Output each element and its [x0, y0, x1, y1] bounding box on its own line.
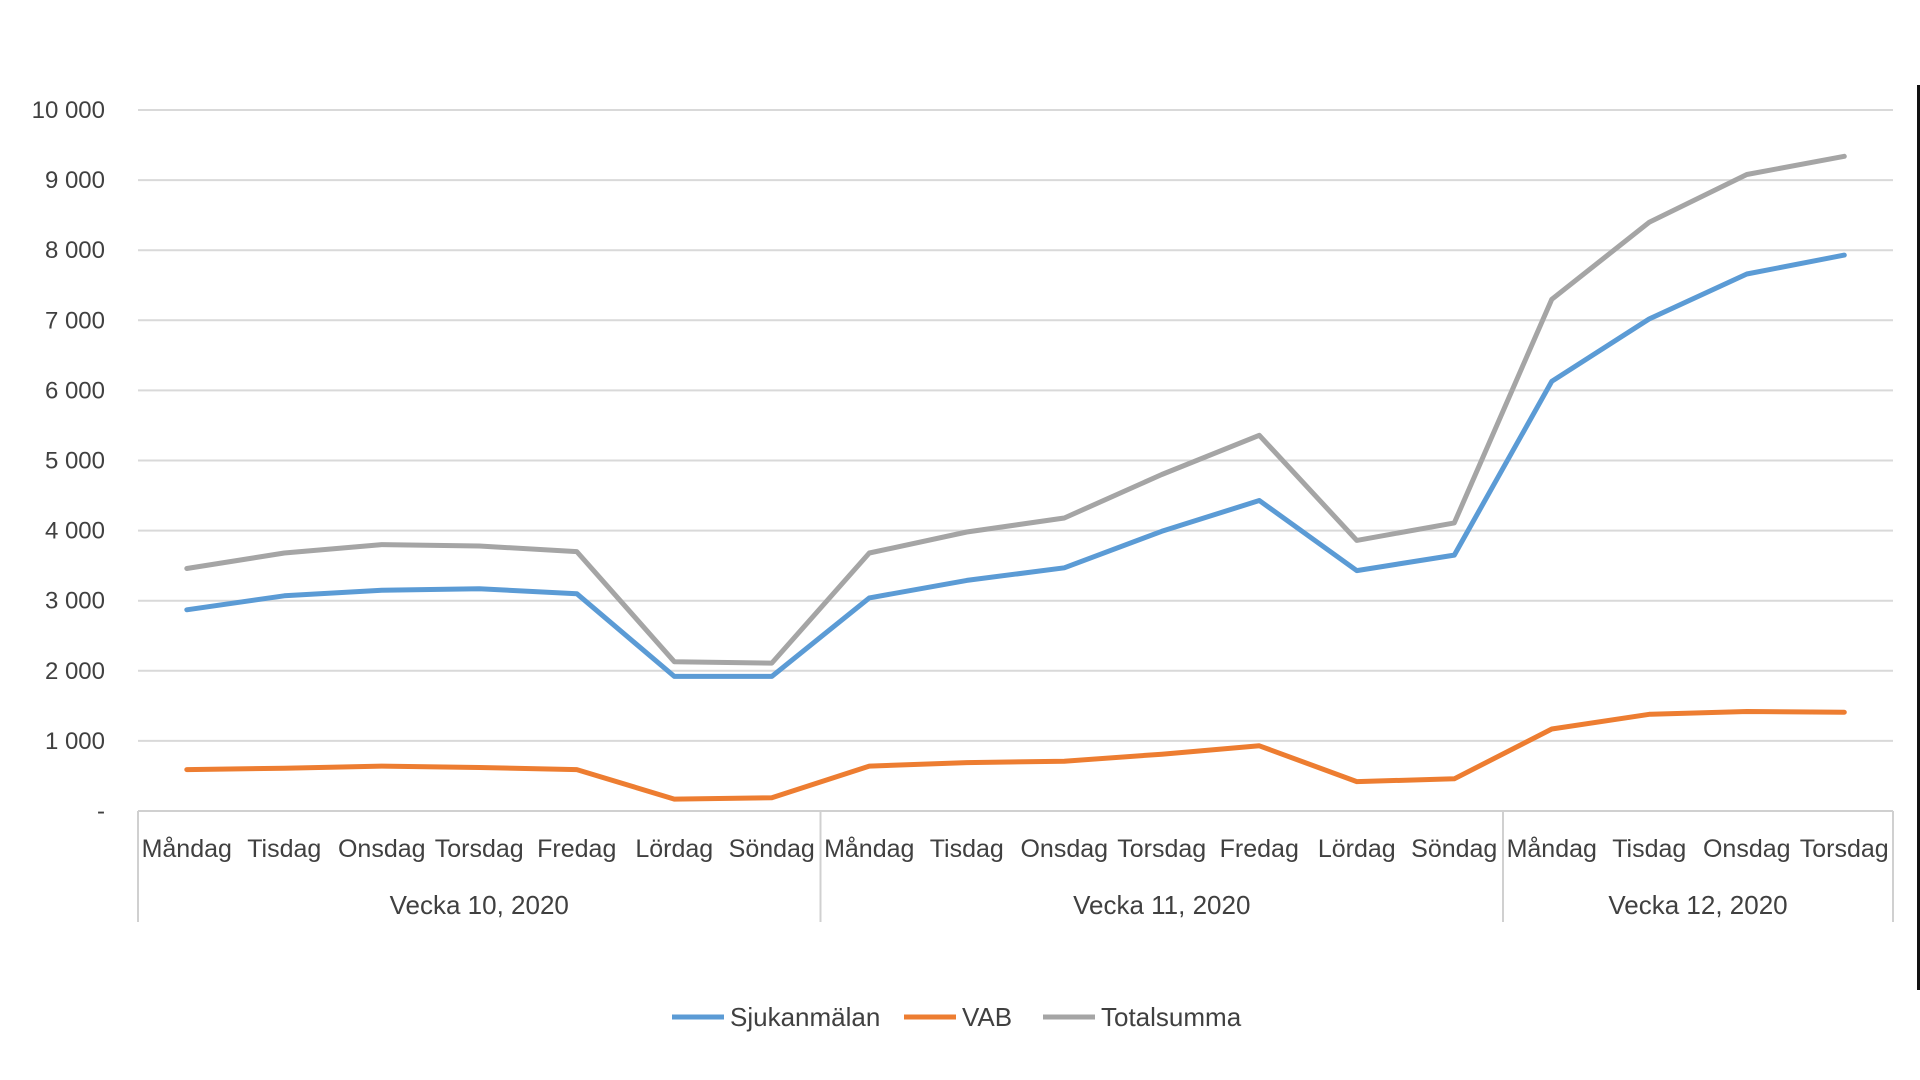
series-lines — [184, 153, 1847, 802]
x-tick-label: Tisdag — [930, 835, 1004, 863]
x-tick-label: Onsdag — [1020, 835, 1108, 863]
x-tick-label: Söndag — [1411, 835, 1497, 863]
y-tick-label: 8 000 — [45, 237, 105, 264]
y-tick-label: 5 000 — [45, 448, 105, 475]
y-tick-label: 1 000 — [45, 728, 105, 755]
frame-edge — [1917, 85, 1920, 990]
x-tick-label: Tisdag — [247, 835, 321, 863]
x-tick-label: Måndag — [824, 835, 914, 863]
x-group-label: Vecka 12, 2020 — [1608, 890, 1787, 920]
x-tick-label: Fredag — [537, 835, 616, 863]
x-group-label: Vecka 11, 2020 — [1073, 890, 1250, 920]
gridlines — [138, 109, 1893, 742]
x-tick-label: Onsdag — [1703, 835, 1791, 863]
y-tick-label: 4 000 — [45, 518, 105, 545]
series-line-vab — [184, 709, 1847, 802]
y-tick-label: 10 000 — [32, 97, 105, 124]
series-line-totalsumma — [184, 153, 1847, 666]
legend-label-sjukanmälan: Sjukanmälan — [730, 1002, 880, 1032]
legend: Sjukanmälan VAB Totalsumma — [672, 1002, 1242, 1032]
series-line-sjukanmälan — [184, 252, 1847, 679]
x-tick-label: Söndag — [729, 835, 815, 863]
y-tick-label: 7 000 — [45, 307, 105, 334]
y-tick-label: - — [97, 798, 105, 825]
x-tick-label: Lördag — [1318, 835, 1396, 863]
x-tick-label: Tisdag — [1612, 835, 1686, 863]
y-tick-label: 3 000 — [45, 588, 105, 615]
x-tick-label: Lördag — [635, 835, 713, 863]
x-tick-label: Torsdag — [1800, 835, 1889, 863]
x-tick-label: Torsdag — [1117, 835, 1206, 863]
y-tick-label: 2 000 — [45, 658, 105, 685]
x-group-label: Vecka 10, 2020 — [390, 890, 569, 920]
legend-label-vab: VAB — [962, 1002, 1012, 1032]
x-tick-label: Onsdag — [338, 835, 426, 863]
x-tick-label: Måndag — [142, 835, 232, 863]
x-tick-label: Torsdag — [435, 835, 524, 863]
axes: - 1 000 2 000 3 000 4 000 5 000 6 000 7 000 8 00… — [32, 97, 1894, 922]
x-tick-label: Måndag — [1507, 835, 1597, 863]
y-tick-label: 6 000 — [45, 377, 105, 404]
x-tick-label: Fredag — [1220, 835, 1299, 863]
legend-label-totalsumma: Totalsumma — [1101, 1002, 1242, 1032]
y-tick-label: 9 000 — [45, 167, 105, 194]
